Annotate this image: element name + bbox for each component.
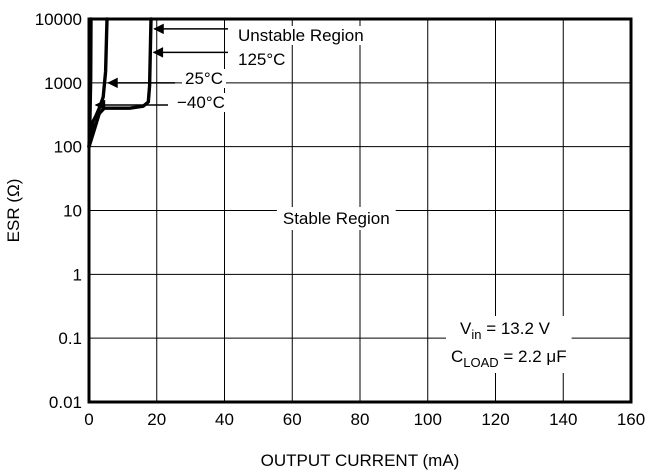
y-axis-title: ESR (Ω) (4, 179, 23, 243)
annotations: Unstable Region 125°C 25°C −40°C (94, 23, 367, 112)
tick-labels: 0 20 40 60 80 100 120 140 160 0.01 0.1 1 10 100 1000 10… (35, 10, 645, 429)
y-tick-label-10: 10 (63, 202, 82, 221)
stable-region-label-background (276, 207, 396, 230)
cload-prefix: C (451, 347, 463, 366)
y-tick-label-1: 1 (73, 265, 82, 284)
x-axis-title: OUTPUT CURRENT (mA) (261, 451, 460, 470)
x-tick-label-0: 0 (84, 410, 93, 429)
vin-condition: Vin = 13.2 V (460, 319, 551, 342)
x-tick-label-80: 80 (351, 410, 370, 429)
annotation-label-background-t125 (235, 50, 289, 69)
x-tick-label-100: 100 (414, 410, 442, 429)
x-tick-label-120: 120 (481, 410, 509, 429)
annotation-label-background-unstable (235, 26, 367, 45)
annotation-label-tm40: −40°C (177, 93, 225, 112)
series-line-1 (87, 17, 153, 149)
annotation-label-t25: 25°C (185, 69, 223, 88)
x-tick-label-60: 60 (283, 410, 302, 429)
x-tick-label-40: 40 (215, 410, 234, 429)
annotation-label-background-tm40 (174, 93, 228, 112)
x-tick-label-160: 160 (617, 410, 645, 429)
y-tick-label-1000: 1000 (44, 74, 82, 93)
y-tick-label-0.01: 0.01 (49, 393, 82, 412)
cload-condition: CLOAD = 2.2 μF (451, 347, 567, 370)
y-tick-label-0.1: 0.1 (58, 329, 82, 348)
annotation-label-t125: 125°C (238, 50, 285, 69)
series-line-2 (87, 17, 109, 149)
plot-frame (87, 17, 633, 404)
vin-value: = 13.2 V (481, 319, 550, 338)
conditions-background (446, 316, 572, 373)
y-tick-label-10000: 10000 (35, 10, 82, 29)
annotation-label-background-t25 (182, 69, 226, 88)
y-tick-label-100: 100 (54, 138, 82, 157)
cload-subscript: LOAD (463, 355, 498, 370)
x-tick-label-140: 140 (549, 410, 577, 429)
stable-region-label: Stable Region (283, 209, 390, 228)
cload-value: = 2.2 μF (499, 347, 567, 366)
vin-subscript: in (471, 327, 481, 342)
annotation-label-unstable: Unstable Region (238, 26, 364, 45)
vin-prefix: V (460, 319, 472, 338)
x-tick-label-20: 20 (147, 410, 166, 429)
